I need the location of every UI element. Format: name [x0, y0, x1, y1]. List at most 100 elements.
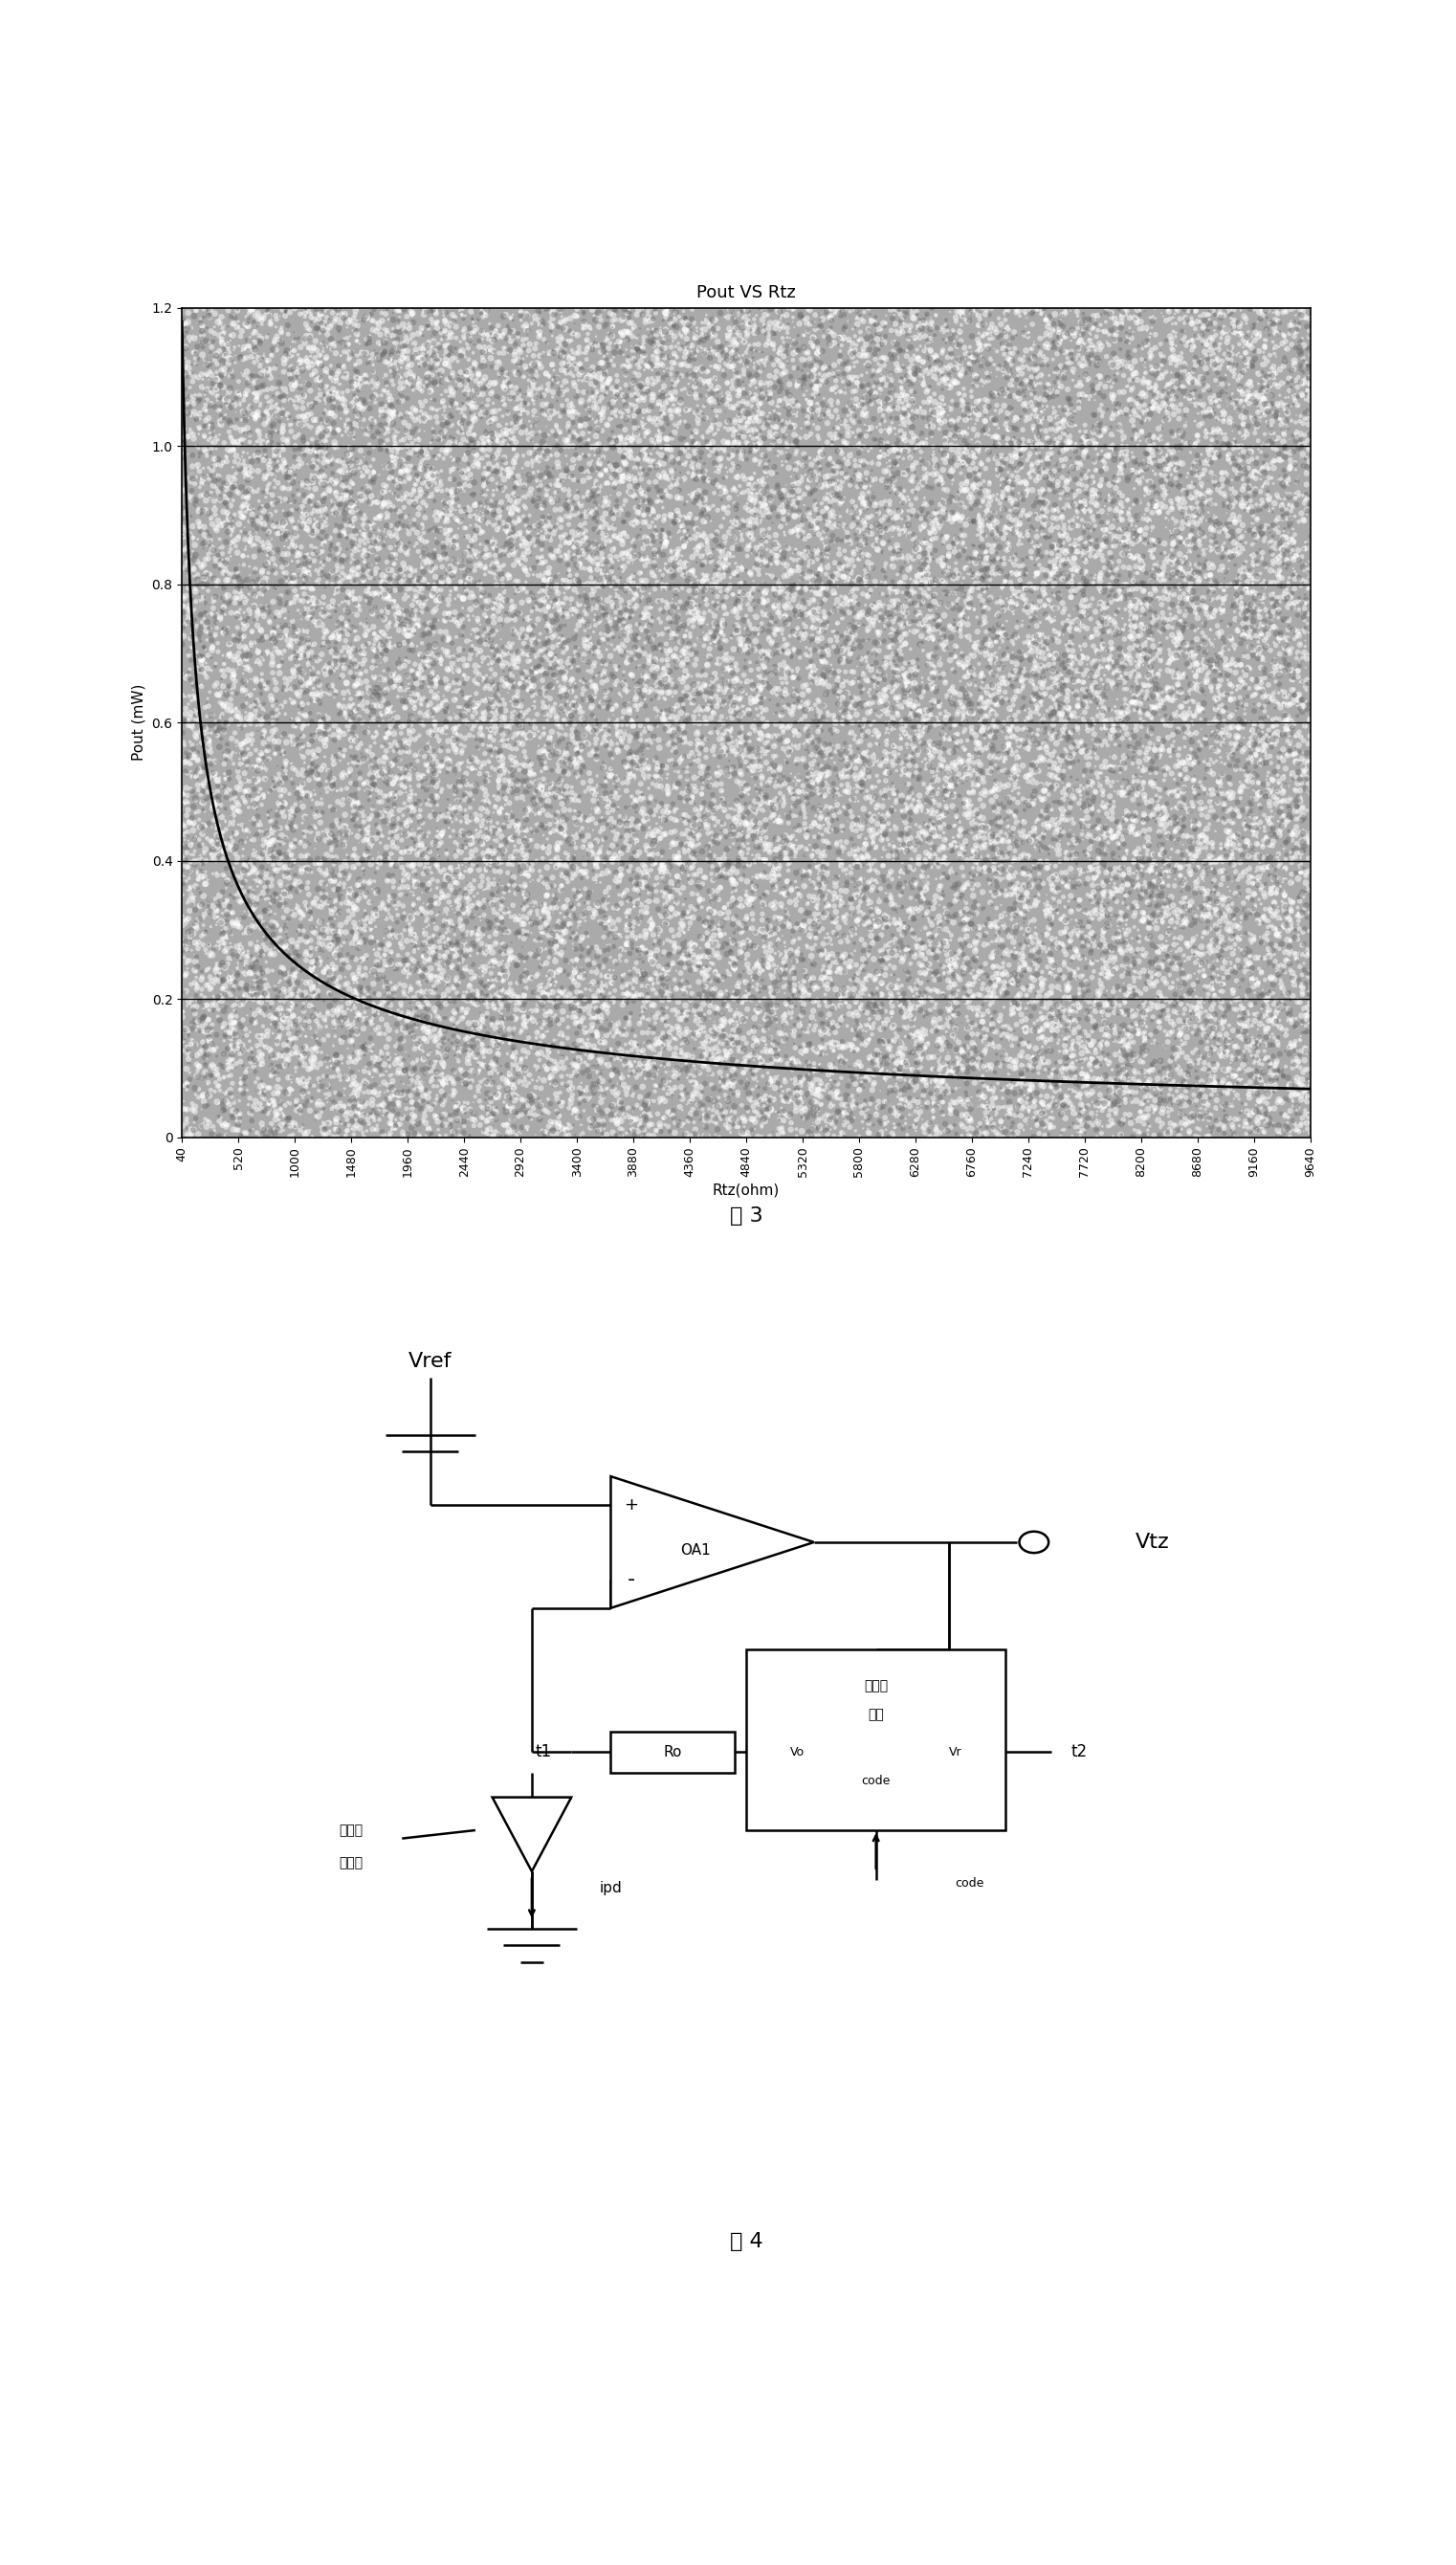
Point: [780, 559, 804, 600]
Point: [738, 923, 761, 964]
Point: [686, 498, 709, 539]
Point: [208, 598, 232, 639]
Point: [772, 711, 795, 752]
Point: [1188, 1075, 1211, 1116]
Point: [936, 775, 960, 816]
Point: [400, 413, 424, 454]
Point: [1254, 1090, 1277, 1131]
Point: [798, 900, 821, 941]
Point: [248, 977, 271, 1018]
Point: [727, 431, 750, 472]
Point: [1082, 844, 1105, 885]
Point: [1003, 1049, 1026, 1090]
Point: [713, 682, 737, 723]
Point: [856, 846, 879, 887]
Point: [298, 934, 322, 975]
Point: [662, 613, 686, 654]
Point: [301, 680, 325, 721]
Point: [719, 954, 743, 995]
Point: [249, 777, 272, 818]
Point: [188, 782, 211, 823]
Point: [374, 898, 397, 939]
Point: [1002, 418, 1025, 459]
Point: [882, 826, 906, 867]
Point: [1156, 998, 1179, 1039]
Point: [195, 369, 218, 410]
Point: [1213, 1049, 1236, 1090]
Point: [955, 911, 978, 952]
Point: [376, 492, 399, 534]
Point: [198, 554, 221, 595]
Point: [983, 1029, 1006, 1070]
Point: [450, 816, 473, 857]
Point: [294, 695, 317, 736]
Point: [183, 344, 207, 385]
Point: [403, 1018, 427, 1059]
Point: [585, 1013, 609, 1054]
Point: [444, 744, 467, 785]
Point: [275, 875, 298, 916]
Point: [798, 1070, 821, 1111]
Point: [397, 439, 421, 480]
Point: [1197, 634, 1220, 675]
Point: [421, 762, 444, 803]
Point: [981, 703, 1005, 744]
Point: [801, 908, 824, 949]
Point: [1284, 1090, 1307, 1131]
Point: [764, 413, 788, 454]
Point: [1178, 885, 1201, 926]
Point: [882, 726, 906, 767]
Point: [188, 580, 211, 621]
Point: [1144, 939, 1168, 980]
Point: [783, 836, 807, 877]
Point: [447, 782, 470, 823]
Point: [916, 492, 939, 534]
Point: [539, 734, 562, 775]
Point: [843, 608, 866, 649]
Point: [1198, 300, 1222, 341]
Point: [202, 480, 226, 521]
Point: [220, 1095, 243, 1136]
Point: [441, 521, 464, 562]
Point: [655, 972, 678, 1013]
Point: [840, 539, 863, 580]
Point: [367, 413, 390, 454]
Point: [227, 952, 250, 993]
Point: [1245, 839, 1268, 880]
Point: [891, 482, 914, 523]
Point: [993, 967, 1016, 1008]
Point: [738, 464, 761, 505]
Point: [1210, 716, 1233, 757]
Point: [1172, 477, 1195, 518]
Point: [1213, 628, 1236, 669]
Point: [1191, 898, 1214, 939]
Point: [986, 426, 1009, 467]
Point: [971, 1075, 994, 1116]
Point: [466, 1013, 489, 1054]
Point: [1133, 495, 1156, 536]
Point: [965, 469, 989, 510]
Point: [1207, 926, 1230, 967]
Point: [1060, 564, 1083, 605]
Point: [1044, 410, 1067, 451]
Point: [1038, 580, 1061, 621]
Point: [518, 716, 542, 757]
Point: [275, 572, 298, 613]
Point: [706, 905, 729, 946]
Point: [549, 508, 572, 549]
Point: [517, 513, 540, 554]
Point: [923, 813, 946, 854]
Point: [900, 970, 923, 1011]
Point: [773, 872, 796, 913]
Point: [853, 923, 877, 964]
Point: [1131, 544, 1155, 585]
Point: [884, 918, 907, 959]
Point: [955, 939, 978, 980]
Point: [239, 1049, 262, 1090]
Point: [770, 1013, 794, 1054]
Point: [255, 616, 278, 657]
Point: [1293, 705, 1316, 746]
Point: [354, 652, 377, 693]
Point: [473, 454, 496, 495]
Point: [483, 849, 507, 890]
